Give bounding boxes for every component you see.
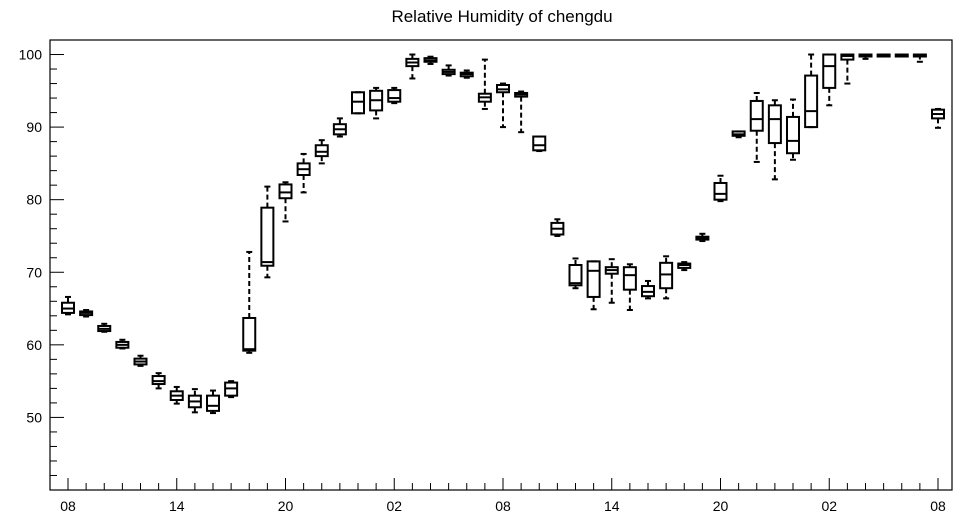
box-item [931,107,945,129]
box-iqr [659,261,674,290]
box-item [550,218,565,237]
box-item [604,258,619,304]
x-tick-label: 02 [386,498,402,514]
box-iqr [532,135,547,152]
box-item [441,64,456,77]
box-item [206,389,220,415]
box-iqr [151,375,166,386]
box-item [912,53,927,63]
box-item [749,91,764,163]
box-item [532,135,547,153]
box-item [260,185,275,279]
box-iqr [804,74,819,129]
box-iqr [568,264,583,287]
box-item [695,232,710,243]
chart-title: Relative Humidity of chengdu [391,7,612,26]
box-item [369,86,384,120]
box-item [151,372,166,390]
box-item [97,322,112,333]
box-item [423,55,438,65]
box-iqr [586,260,601,298]
box-item [61,295,75,316]
box-iqr [260,206,275,267]
axes: 50 60 70 80 90 100 08 14 20 02 08 14 20 02 08 [19,47,946,514]
box-item [169,385,184,405]
boxes-layer [61,53,945,415]
box-item [296,152,311,194]
x-tick-label: 02 [821,498,837,514]
box-item [767,99,782,181]
box-item [659,255,674,300]
x-tick-label: 20 [713,498,729,514]
box-iqr [314,144,329,158]
box-iqr [749,99,764,132]
box-item [187,388,202,414]
box-item [822,53,837,107]
box-iqr [622,266,637,291]
box-iqr [278,183,293,200]
box-item [496,82,510,129]
box-item [314,139,329,165]
y-tick-label: 80 [26,192,42,208]
box-iqr [351,91,365,115]
y-tick-label: 100 [19,47,43,63]
box-item [514,90,529,134]
box-item [79,309,94,318]
box-item [731,130,746,139]
box-iqr [822,53,837,89]
box-iqr [206,394,220,412]
box-item [622,263,637,311]
x-tick-label: 08 [60,498,76,514]
box-item [804,53,819,129]
y-tick-label: 70 [26,264,42,280]
box-iqr [840,53,855,61]
box-iqr [713,181,728,201]
box-item [278,181,293,223]
x-tick-label: 14 [604,498,620,514]
x-tick-label: 08 [495,498,511,514]
box-item [858,53,873,60]
box-item [351,91,365,115]
box-item [840,53,855,85]
box-item [568,257,583,290]
x-tick-label: 08 [930,498,946,514]
box-item [641,279,655,300]
box-item [876,53,891,58]
box-iqr [242,316,257,352]
box-item [224,380,239,399]
box-item [786,98,800,161]
box-item [133,354,148,367]
y-tick-label: 50 [26,409,42,425]
box-item [115,338,130,350]
box-iqr [387,89,402,103]
box-iqr [786,115,800,155]
box-item [477,58,492,110]
box-item [242,250,257,354]
box-item [713,174,728,203]
box-item [332,117,347,138]
box-item [586,260,601,311]
plot-frame [49,39,953,491]
y-tick-label: 60 [26,337,42,353]
x-tick-label: 14 [169,498,185,514]
y-tick-label: 90 [26,119,42,135]
box-item [894,53,909,58]
box-iqr [767,104,782,145]
box-item [405,53,420,80]
box-item [387,86,402,105]
box-item [677,261,692,272]
box-item [459,69,474,79]
x-tick-label: 20 [278,498,294,514]
